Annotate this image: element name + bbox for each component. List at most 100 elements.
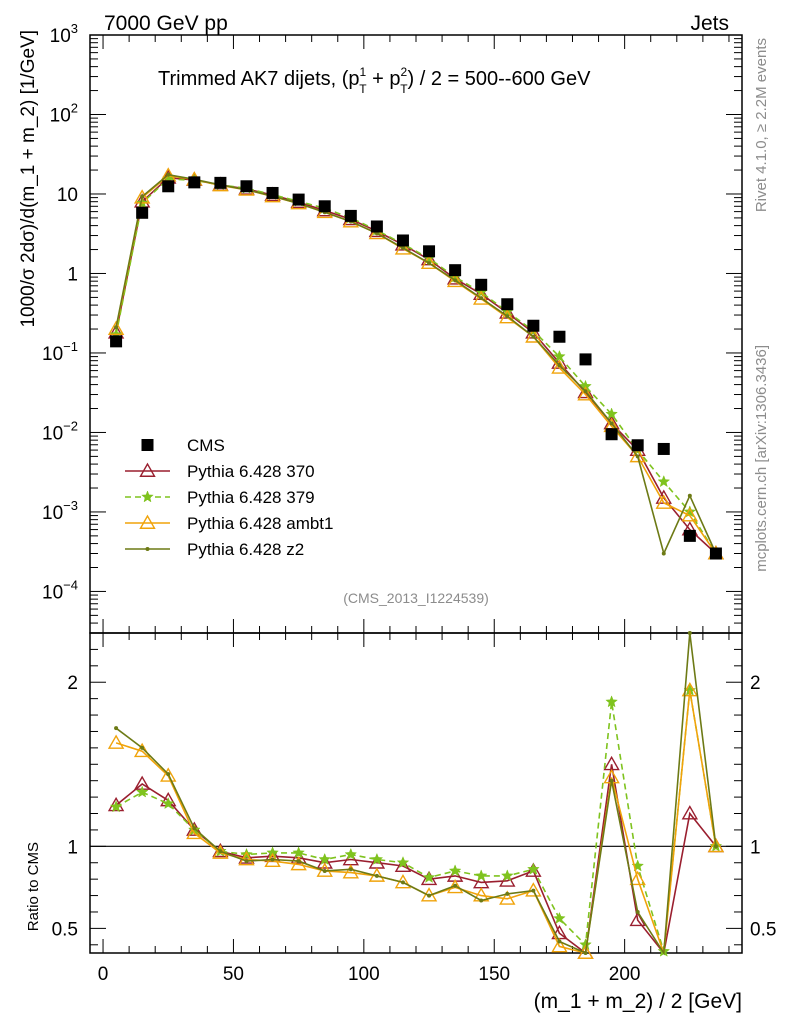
ratio-plot-frame (89, 632, 743, 954)
series-ratio-point (238, 851, 255, 866)
series-point (531, 334, 536, 339)
data-point (449, 264, 462, 277)
series-ratio-point (161, 797, 175, 810)
series-point (687, 493, 692, 498)
data-point (292, 193, 305, 206)
x-tick-label: 200 (609, 964, 641, 985)
ratio-tick-label-right: 2 (750, 673, 761, 694)
data-point (240, 180, 253, 193)
series-ratio-point (348, 867, 353, 872)
mcplots-label: mcplots.cern.ch [arXiv:1306.3436] (753, 345, 770, 572)
series-ratio-point (531, 888, 536, 893)
header-left: 7000 GeV pp (104, 12, 228, 35)
ratio-axis-title: Ratio to CMS (25, 842, 42, 931)
series-ratio-point (192, 826, 197, 831)
series-ratio-point (479, 898, 484, 903)
series-ratio-point (453, 883, 458, 888)
series-point (661, 551, 666, 556)
series-ratio-point (605, 695, 618, 708)
y-tick-label: 103 (50, 21, 78, 47)
series-point (553, 349, 566, 363)
series-ratio-point (500, 869, 514, 882)
series-ratio-point (140, 745, 145, 750)
series-ratio-point (240, 847, 253, 860)
data-point (501, 298, 514, 311)
series-point (427, 261, 432, 266)
series-ratio-point (609, 778, 614, 783)
ratio-tick-label-right: 1 (750, 837, 761, 858)
legend-label: Pythia 6.428 ambt1 (187, 514, 333, 533)
series-point (114, 325, 119, 330)
x-tick-label: 150 (478, 964, 510, 985)
legend-label: Pythia 6.428 370 (187, 462, 315, 481)
y-tick-label: 10−2 (42, 418, 78, 444)
data-point (110, 335, 123, 348)
series-point (166, 172, 171, 177)
series-ratio-point (270, 857, 275, 862)
series-ratio-point (557, 939, 562, 944)
series-ratio-point (109, 800, 123, 813)
series-ratio-point (427, 893, 432, 898)
series-ratio-point (244, 859, 249, 864)
legend-label: Pythia 6.428 379 (187, 488, 315, 507)
series-point (140, 194, 145, 199)
series-line (115, 178, 717, 554)
series-ratio-point (107, 734, 125, 749)
legend-marker (139, 514, 156, 529)
data-point (605, 428, 618, 441)
series-ratio-point (525, 882, 542, 897)
series-point (629, 447, 646, 463)
data-point (396, 234, 409, 247)
data-point (657, 442, 670, 455)
x-tick-label: 0 (98, 964, 109, 985)
series-point (579, 379, 592, 392)
series-ratio-point (553, 911, 566, 924)
series-ratio-line (115, 764, 717, 955)
data-point (475, 278, 488, 291)
data-point (579, 353, 592, 366)
rivet-label: Rivet 4.1.0, ≥ 2.2M events (753, 38, 770, 212)
legend-label: Pythia 6.428 z2 (187, 540, 304, 559)
series-ratio-point (635, 909, 640, 914)
series-point (609, 421, 614, 426)
x-axis-title: (m_1 + m_2) / 2 [GeV] (534, 990, 742, 1013)
series-ratio-point (687, 631, 692, 635)
series-point (655, 494, 672, 509)
legend-marker-cms (141, 439, 154, 451)
data-point (370, 220, 383, 233)
series-point (657, 475, 671, 488)
series-ratio-point (166, 772, 171, 777)
series-ratio-point (370, 852, 384, 865)
series-ratio-point (707, 837, 725, 853)
legend-marker (141, 490, 154, 503)
series-ratio-point (400, 880, 405, 885)
series-point (499, 309, 516, 324)
ratio-tick-label: 0.5 (52, 919, 78, 940)
series-2 (107, 167, 725, 959)
series-ratio-point (160, 767, 177, 782)
analysis-id: (CMS_2013_I1224539) (343, 590, 489, 606)
series-point (577, 386, 594, 401)
data-point (136, 206, 149, 219)
series-ratio-point (713, 844, 718, 849)
data-point (214, 176, 227, 189)
series-point (583, 389, 588, 394)
series-ratio-line (115, 690, 717, 952)
data-point (423, 245, 436, 258)
series-ratio-point (422, 870, 436, 883)
series-ratio-point (290, 855, 307, 871)
data-point (683, 529, 696, 542)
series-ratio-point (499, 890, 516, 905)
series-point (453, 278, 458, 283)
series-point (557, 363, 562, 368)
data-point (188, 176, 201, 189)
series-ratio-point (218, 849, 223, 854)
series-ratio-point (344, 847, 358, 860)
data-point (709, 547, 722, 560)
series-ratio-point (629, 870, 646, 886)
x-tick-label: 100 (348, 964, 380, 985)
series-point (551, 359, 568, 374)
series-ratio-point (448, 864, 462, 877)
series-ratio-point (318, 852, 332, 865)
